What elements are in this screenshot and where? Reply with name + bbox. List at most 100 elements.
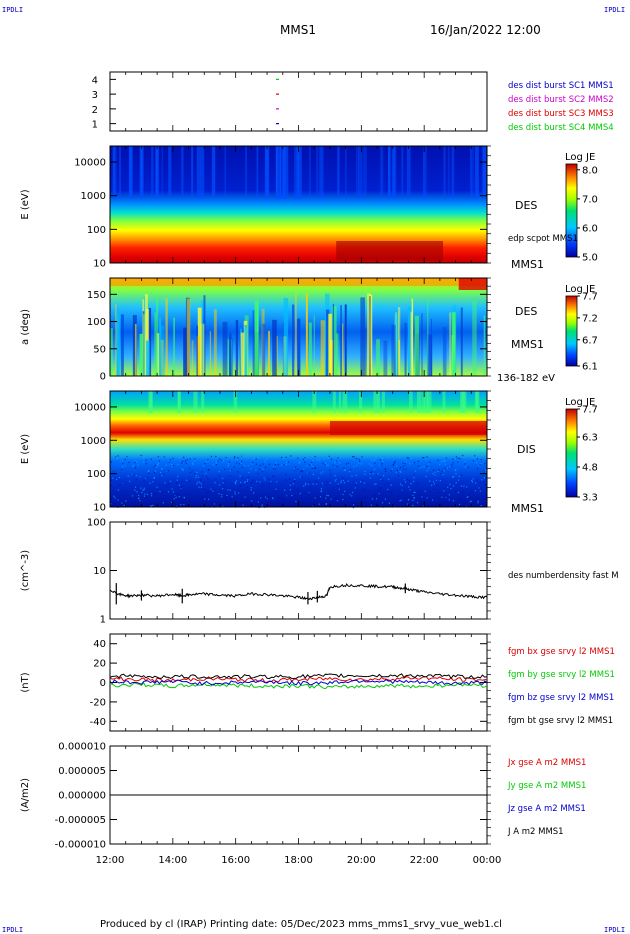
- dis-energy-speckle: [387, 456, 389, 458]
- des-pitch-colorbar-tick-label: 6.7: [582, 335, 598, 346]
- dis-energy-speckle: [150, 458, 152, 460]
- des-energy-y-tick-label: 10: [93, 259, 106, 270]
- dis-energy-speckle: [409, 489, 411, 491]
- dis-energy-speckle: [453, 504, 456, 506]
- dis-energy-speckle: [323, 458, 325, 460]
- dis-energy-speckle: [315, 498, 318, 500]
- des-pitch-streak: [483, 315, 486, 376]
- dis-energy-speckle: [259, 464, 261, 467]
- dis-energy-speckle: [382, 479, 384, 481]
- dis-energy-speckle: [261, 504, 263, 506]
- des-energy-streak: [199, 146, 203, 199]
- dis-energy-speckle: [115, 456, 117, 458]
- dis-energy-speckle: [347, 462, 350, 464]
- dis-energy-speckle: [168, 462, 171, 464]
- dis-energy-speckle: [231, 496, 233, 498]
- dis-energy-speckle: [287, 495, 289, 497]
- des-pitch-streak: [411, 298, 414, 376]
- dis-energy-speckle: [167, 491, 170, 493]
- dis-energy-speckle: [181, 505, 183, 507]
- dis-energy-speckle: [264, 479, 266, 481]
- des-pitch-streak: [308, 322, 312, 376]
- des-pitch-streak: [240, 332, 246, 376]
- des-energy-streak: [451, 146, 455, 199]
- dis-energy-speckle: [340, 457, 342, 459]
- dis-energy-speckle: [362, 479, 364, 482]
- des-energy-streak: [181, 146, 184, 199]
- dis-energy-speckle: [252, 492, 255, 494]
- dis-energy-speckle: [166, 470, 168, 472]
- dis-energy-speckle: [242, 490, 244, 492]
- dis-energy-speckle: [284, 457, 286, 460]
- x-tick-label: 12:00: [96, 855, 125, 866]
- dis-energy-speckle: [340, 482, 342, 484]
- des-pitch-streak: [404, 322, 407, 376]
- dis-energy-speckle: [311, 465, 313, 468]
- dis-energy-speckle: [438, 497, 441, 499]
- dis-energy-streak: [377, 391, 380, 413]
- dis-energy-speckle: [455, 473, 457, 475]
- dis-energy-speckle: [150, 492, 153, 495]
- dis-energy-speckle: [432, 481, 435, 483]
- dis-energy-speckle: [481, 487, 483, 489]
- dis-energy-speckle: [246, 486, 248, 489]
- dis-energy-speckle: [455, 456, 458, 458]
- dis-energy-speckle: [459, 480, 461, 482]
- dis-energy-speckle: [156, 486, 158, 488]
- dis-energy-speckle: [275, 456, 277, 458]
- dis-energy-speckle: [137, 497, 140, 499]
- dis-energy-speckle: [475, 499, 477, 501]
- dis-energy-speckle: [354, 487, 356, 489]
- des-energy-streak: [298, 146, 302, 199]
- dis-energy-speckle: [371, 459, 373, 462]
- dis-energy-speckle: [134, 486, 137, 488]
- dis-energy-speckle: [241, 466, 243, 468]
- dis-energy-speckle: [243, 482, 246, 484]
- dis-energy-speckle: [340, 502, 342, 505]
- des-pitch-streak: [272, 319, 277, 376]
- des-pitch-streak: [313, 315, 315, 376]
- dis-energy-speckle: [280, 456, 283, 459]
- dis-energy-speckle: [121, 503, 123, 505]
- dis-energy-speckle: [289, 484, 291, 486]
- dis-energy-speckle: [363, 482, 365, 484]
- des-energy-y-label: E (eV): [20, 189, 31, 219]
- dis-energy-speckle: [175, 496, 177, 498]
- dis-energy-speckle: [391, 493, 393, 495]
- des-pitch-colorbar-title: Log JE: [565, 284, 595, 295]
- burst-y-tick-label: 3: [92, 90, 98, 101]
- dis-energy-speckle: [453, 475, 455, 478]
- dis-energy-speckle: [332, 464, 334, 466]
- dis-energy-colorbar-tick-label: 4.8: [582, 463, 598, 474]
- dis-energy-speckle: [163, 456, 165, 458]
- des-pitch-streak: [143, 296, 147, 376]
- dis-energy-speckle: [303, 468, 305, 470]
- dis-energy-speckle: [330, 474, 332, 476]
- des-pitch-streak: [165, 298, 168, 376]
- dis-energy-speckle: [233, 457, 236, 459]
- dis-energy-speckle: [370, 504, 373, 506]
- dis-energy-speckle: [428, 463, 430, 465]
- des-energy-streak: [286, 146, 289, 199]
- dis-energy-speckle: [171, 488, 173, 490]
- des-energy-streak: [296, 146, 298, 199]
- dis-energy-speckle: [430, 491, 432, 493]
- dis-energy-speckle: [300, 494, 303, 496]
- dis-energy-speckle: [395, 504, 398, 506]
- dis-energy-speckle: [467, 466, 469, 469]
- dis-energy-speckle: [426, 456, 428, 458]
- des-energy-y-tick-label: 100: [87, 225, 106, 236]
- dis-energy-speckle: [480, 463, 482, 465]
- dis-energy-speckle: [132, 464, 134, 466]
- des-pitch-streak: [344, 304, 347, 376]
- des-energy-streak: [470, 146, 473, 199]
- dis-energy-speckle: [111, 461, 113, 463]
- dis-energy-speckle: [139, 476, 141, 478]
- dis-energy-speckle: [329, 499, 331, 501]
- dis-energy-speckle: [375, 483, 377, 485]
- dis-energy-speckle: [212, 504, 214, 507]
- dis-energy-speckle: [139, 500, 141, 502]
- des-pitch-red-patch: [458, 278, 487, 290]
- dis-energy-speckle: [283, 464, 285, 466]
- dis-energy-speckle: [309, 464, 311, 466]
